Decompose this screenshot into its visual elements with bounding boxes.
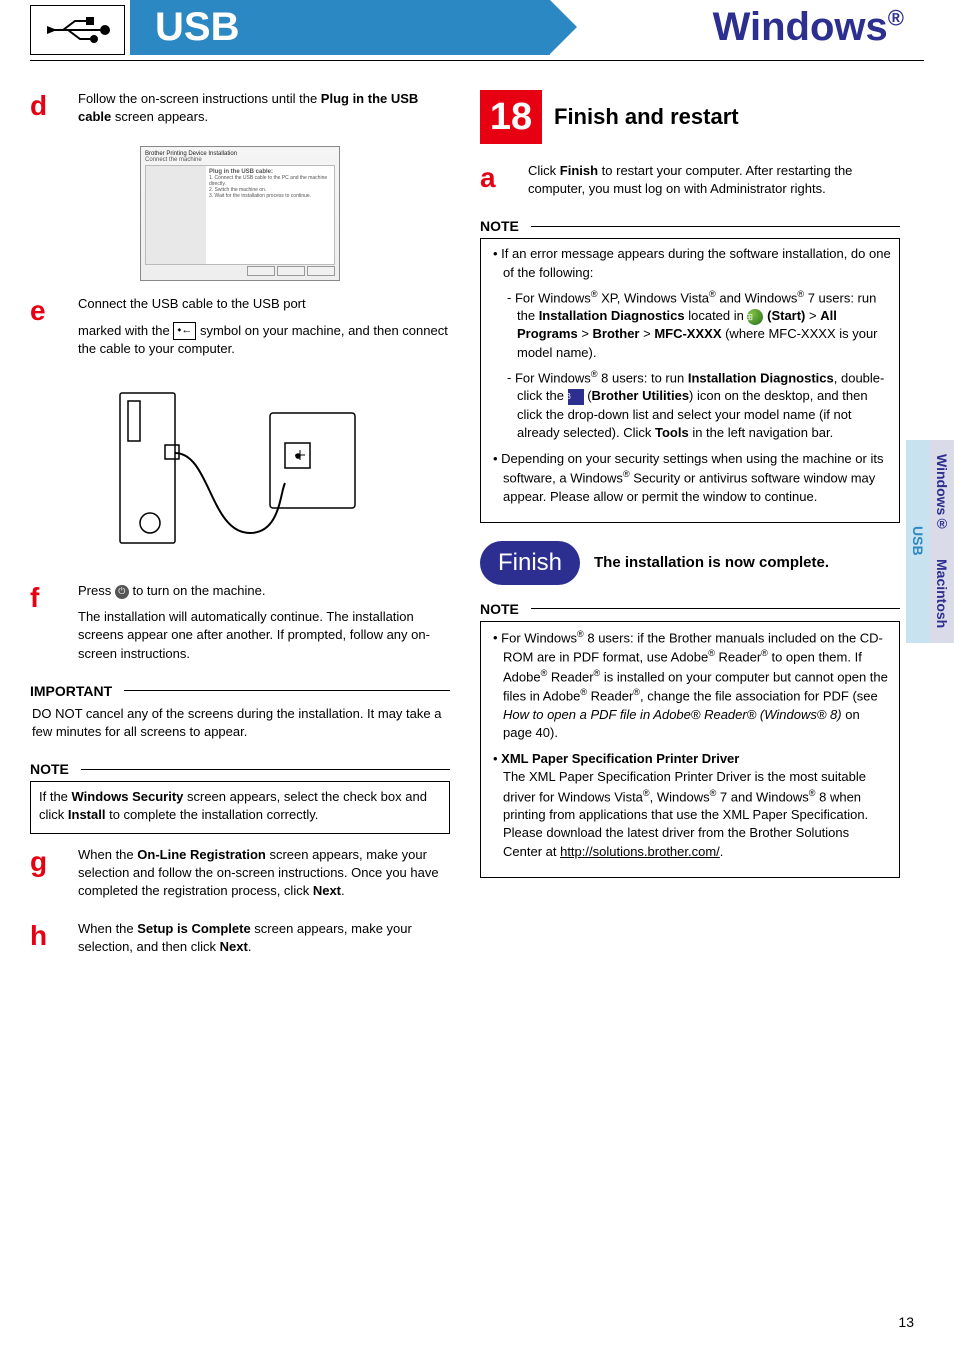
note3-bullet1: For Windows® 8 users: if the Brother man… xyxy=(493,628,891,742)
step-e-text: Connect the USB cable to the USB port ma… xyxy=(78,295,450,366)
step-f-text: Press ⏻ to turn on the machine. The inst… xyxy=(78,582,450,671)
finish-text: The installation is now complete. xyxy=(594,553,829,573)
note2-dash1: For Windows® XP, Windows Vista® and Wind… xyxy=(503,288,891,362)
important-body: DO NOT cancel any of the screens during … xyxy=(30,703,450,749)
usb-trident-icon xyxy=(30,5,125,55)
note3-bullet2: XML Paper Specification Printer Driver T… xyxy=(493,750,891,860)
note2-bullet2: Depending on your security settings when… xyxy=(493,450,891,506)
step-letter-f: f xyxy=(30,582,70,614)
side-tab-macintosh: Macintosh xyxy=(930,545,954,642)
step-number-18: 18 xyxy=(480,90,542,144)
finish-badge: Finish xyxy=(480,541,580,585)
usb-connection-diagram xyxy=(100,378,380,568)
note1-heading: NOTE xyxy=(30,761,450,777)
step-f: f Press ⏻ to turn on the machine. The in… xyxy=(30,582,450,671)
power-icon: ⏻ xyxy=(115,585,129,599)
note3-body: For Windows® 8 users: if the Brother man… xyxy=(480,622,900,878)
note2-dash2: For Windows® 8 users: to run Installatio… xyxy=(503,368,891,442)
step-d: d Follow the on-screen instructions unti… xyxy=(30,90,450,134)
note2-body: If an error message appears during the s… xyxy=(480,239,900,522)
step-letter-d: d xyxy=(30,90,70,122)
left-column: d Follow the on-screen instructions unti… xyxy=(30,90,450,976)
right-column: 18 Finish and restart a Click Finish to … xyxy=(480,90,900,976)
note2-bullet1: If an error message appears during the s… xyxy=(493,245,891,442)
step-a-text: Click Finish to restart your computer. A… xyxy=(528,162,900,206)
brother-utilities-icon: B xyxy=(568,389,584,405)
step-letter-g: g xyxy=(30,846,70,878)
page-number: 13 xyxy=(898,1314,914,1330)
side-tab-usb: USB xyxy=(906,440,930,643)
windows-title: Windows® xyxy=(713,5,904,50)
step-g: g When the On-Line Registration screen a… xyxy=(30,846,450,909)
note3-heading: NOTE xyxy=(480,601,900,617)
usb-header-bar: USB xyxy=(130,0,550,55)
finish-row: Finish The installation is now complete. xyxy=(480,541,900,585)
usb-title: USB xyxy=(155,5,239,50)
step-18-header: 18 Finish and restart xyxy=(480,90,900,144)
step-letter-h: h xyxy=(30,920,70,952)
step-e: e Connect the USB cable to the USB port … xyxy=(30,295,450,366)
step-18-title: Finish and restart xyxy=(554,104,739,130)
note2-heading: NOTE xyxy=(480,218,900,234)
side-tab-windows: Windows® xyxy=(930,440,954,545)
start-orb-icon: ⊞ xyxy=(747,309,763,325)
important-heading: IMPORTANT xyxy=(30,683,450,699)
step-g-text: When the On-Line Registration screen app… xyxy=(78,846,450,909)
page-header: USB Windows® xyxy=(0,0,954,60)
content-columns: d Follow the on-screen instructions unti… xyxy=(30,90,900,976)
step-letter-e: e xyxy=(30,295,70,327)
step-h: h When the Setup is Complete screen appe… xyxy=(30,920,450,964)
step-a: a Click Finish to restart your computer.… xyxy=(480,162,900,206)
step-h-text: When the Setup is Complete screen appear… xyxy=(78,920,450,964)
installer-screenshot: Brother Printing Device Installation Con… xyxy=(140,146,340,281)
side-tabs: USB Windows® Macintosh xyxy=(906,440,954,643)
step-d-text: Follow the on-screen instructions until … xyxy=(78,90,450,134)
note1-body: If the Windows Security screen appears, … xyxy=(30,782,450,833)
usb-symbol-icon: ⬩← xyxy=(173,322,196,339)
header-rule xyxy=(30,60,924,61)
step-letter-a: a xyxy=(480,162,520,194)
